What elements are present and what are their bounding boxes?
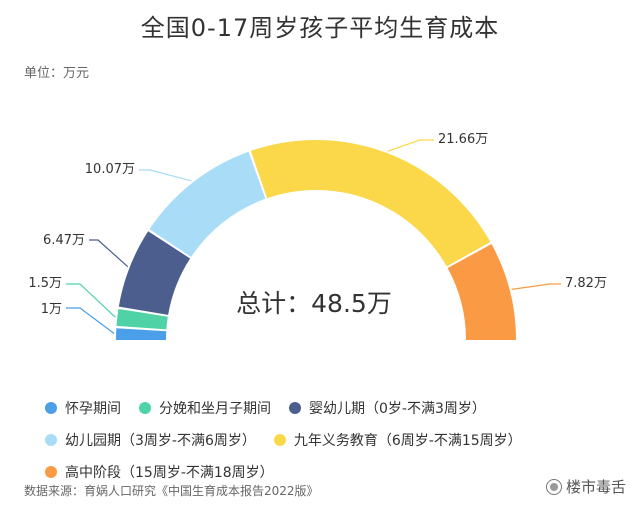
- legend-swatch: [139, 402, 151, 414]
- legend-label: 怀孕期间: [65, 401, 121, 417]
- unit-label: 单位：万元: [24, 66, 90, 81]
- legend-swatch: [45, 402, 57, 414]
- source-note: 数据来源：育娲人口研究《中国生育成本报告2022版》: [24, 484, 319, 498]
- watermark-icon: [545, 478, 562, 495]
- legend-item-1: 分娩和坐月子期间: [139, 398, 271, 418]
- data-label-1: 1.5万: [28, 276, 62, 291]
- legend-item-4: 九年义务教育（6周岁-不满15周岁）: [273, 430, 522, 450]
- data-label-5: 7.82万: [565, 276, 607, 291]
- slice-3: [149, 151, 266, 257]
- leader-line-4: [387, 139, 434, 152]
- legend-label: 分娩和坐月子期间: [159, 401, 271, 417]
- legend: 怀孕期间 分娩和坐月子期间 婴幼儿期（0岁-不满3周岁） 幼儿园期（3周岁-不满6周岁…: [45, 398, 625, 482]
- legend-swatch: [273, 434, 286, 446]
- legend-label: 幼儿园期（3周岁-不满6周岁）: [65, 433, 256, 449]
- legend-swatch: [45, 434, 57, 446]
- total-label: 总计：48.5万: [236, 289, 392, 318]
- leader-line-0: [66, 307, 115, 334]
- slice-1: [116, 308, 168, 330]
- legend-item-2: 婴幼儿期（0岁-不满3周岁）: [289, 398, 486, 418]
- leader-line-1: [66, 283, 116, 318]
- slice-5: [447, 244, 516, 340]
- legend-label: 婴幼儿期（0岁-不满3周岁）: [309, 401, 486, 417]
- legend-swatch: [289, 402, 301, 414]
- data-label-3: 10.07万: [85, 162, 135, 177]
- semi-donut-chart: 1万 1.5万 6.47万 10.07万 21.66万 7.82万 总计：48.5万: [28, 132, 607, 340]
- slice-2: [118, 231, 191, 315]
- legend-item-3: 幼儿园期（3周岁-不满6周岁）: [45, 430, 256, 450]
- leader-line-5: [511, 283, 561, 290]
- watermark: 楼市毒舌: [545, 476, 626, 497]
- data-label-2: 6.47万: [43, 233, 85, 248]
- leader-line-2: [89, 239, 129, 268]
- legend-label: 九年义务教育（6周岁-不满15周岁）: [293, 433, 522, 449]
- slice-4: [250, 140, 491, 267]
- data-label-0: 1万: [41, 302, 62, 317]
- chart-title: 全国0-17周岁孩子平均生育成本: [140, 14, 500, 42]
- data-label-4: 21.66万: [438, 132, 488, 147]
- leader-line-3: [139, 169, 192, 182]
- watermark-text: 楼市毒舌: [565, 478, 626, 496]
- slice-0: [116, 328, 167, 340]
- legend-swatch: [45, 466, 57, 478]
- legend-label: 高中阶段（15周岁-不满18周岁）: [65, 465, 274, 481]
- legend-item-5: 高中阶段（15周岁-不满18周岁）: [45, 462, 274, 482]
- legend-item-0: 怀孕期间: [45, 398, 121, 418]
